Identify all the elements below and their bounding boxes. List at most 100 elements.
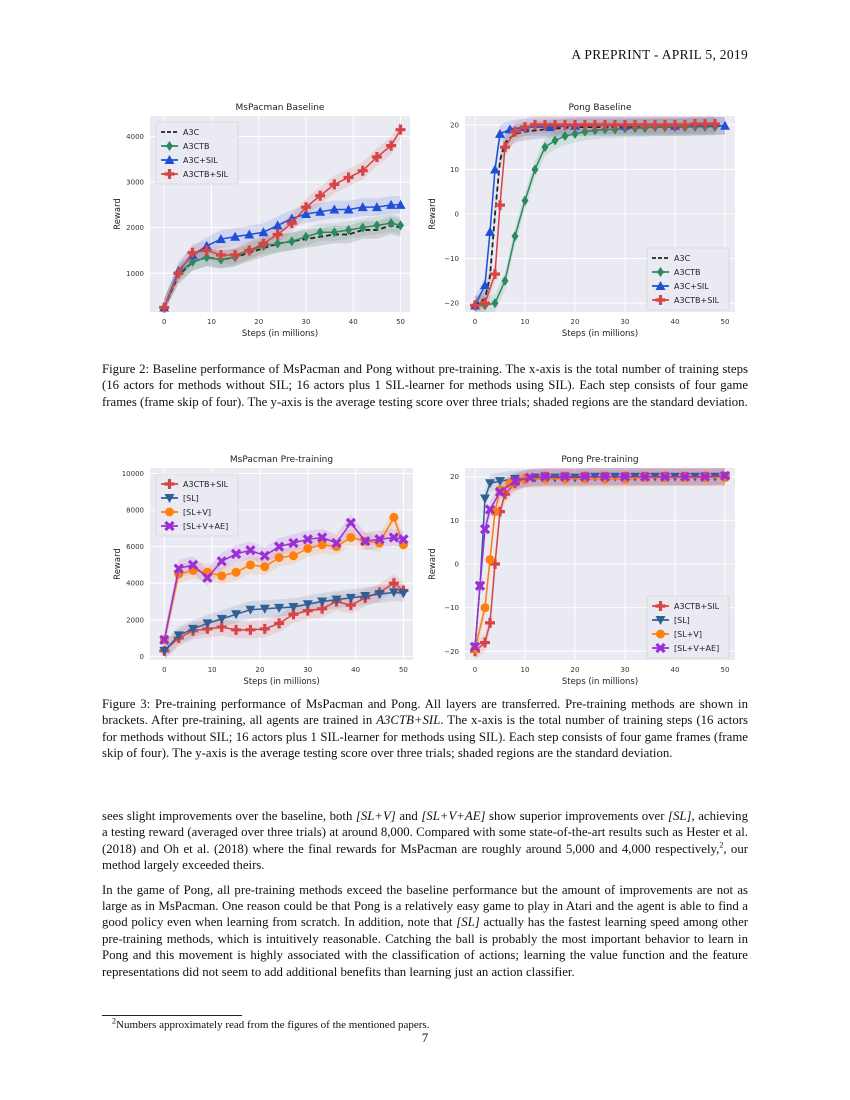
x-tick-label: 40 [351,666,360,674]
y-axis-label: Reward [428,548,438,580]
data-point [495,200,505,211]
y-tick-label: 0 [455,211,459,219]
page-number: 7 [421,1030,429,1045]
data-point [398,534,409,545]
chart-title: MsPacman Baseline [236,103,325,113]
data-point [245,605,256,615]
data-point [173,631,184,641]
data-point [343,204,354,214]
legend-marker [656,629,665,639]
legend-label: [SL+V+AE] [674,644,719,653]
data-point [357,202,368,212]
data-point [159,302,170,313]
y-tick-label: 6000 [126,543,144,551]
data-point [231,624,242,635]
legend-box [646,595,730,659]
y-tick-label: 10 [450,166,459,174]
data-point [579,471,591,482]
legend-label: A3CTB+SIL [674,602,720,611]
data-point [700,119,710,130]
x-tick-label: 0 [162,666,166,674]
data-point [317,532,328,543]
data-point [203,252,211,263]
y-tick-label: 0 [455,561,459,569]
legend-box [155,473,239,537]
y-tick-label: 20 [450,121,459,129]
data-point [561,131,569,142]
x-tick-label: 20 [571,318,580,326]
y-tick-label: 10000 [122,470,144,478]
data-point [639,471,651,482]
data-point [600,119,610,130]
data-point [173,268,184,279]
y-tick-label: 2000 [126,224,144,232]
footnote-rule [102,1015,242,1016]
legend-marker [166,141,173,151]
legend-marker [657,267,664,277]
data-point [509,475,521,487]
legend-label: A3CTB [183,142,210,151]
data-point [315,206,326,216]
legend-marker [655,281,666,290]
data-point [216,556,227,567]
data-point [521,195,529,206]
data-point [591,125,599,136]
data-point [511,231,519,242]
data-point [539,471,551,482]
data-point [501,275,509,286]
legend-marker [655,616,666,625]
x-tick-label: 0 [162,318,166,326]
data-point [470,300,480,311]
data-point [485,617,495,628]
data-point [388,588,399,598]
legend-label: [SL+V+AE] [183,522,228,531]
data-point [398,589,409,599]
data-point [630,119,640,130]
legend-label: A3CTB+SIL [674,296,720,305]
data-point [260,562,270,572]
data-point [202,572,213,583]
data-point [510,126,520,137]
data-point [259,604,270,614]
x-tick-label: 50 [721,318,730,326]
data-point [288,236,296,247]
data-point [640,119,650,130]
x-tick-label: 10 [521,666,530,674]
data-point [258,227,269,237]
x-tick-label: 10 [521,318,530,326]
data-point [490,164,500,174]
legend-marker [164,169,175,179]
y-axis-label: Reward [428,198,438,230]
data-point [215,234,226,244]
legend-label: A3C [183,128,200,137]
data-point [245,624,256,635]
data-point [520,122,530,133]
data-point [570,473,580,483]
data-point [699,471,711,482]
data-point [495,477,505,487]
data-point [590,119,600,130]
y-tick-label: 4000 [126,133,144,141]
data-point [389,512,399,522]
data-point [216,614,227,624]
data-point [330,227,338,238]
chart-pong-baseline: 0 10 20 30 40 50 −20 −10 0 10 20 Pong Baseline Steps… [428,103,735,339]
legend-label: A3CTB+SIL [183,170,229,179]
data-point [480,280,490,290]
data-point [343,172,354,183]
data-point [387,218,395,229]
data-point [302,231,310,242]
series-shaded-band [164,508,404,649]
paragraph-2: In the game of Pong, all pre-training me… [102,882,749,979]
data-point [288,537,299,549]
legend-label: [SL+V] [183,508,211,517]
legend-marker [164,494,175,503]
running-header: A PREPRINT - APRIL 5, 2019 [571,47,748,62]
data-point [301,209,311,218]
data-point [230,548,242,560]
data-point [301,202,311,213]
body-text: sees slight improvements over the baseli… [102,808,748,988]
data-point [485,226,495,236]
data-point [317,597,328,607]
data-point [302,600,313,610]
